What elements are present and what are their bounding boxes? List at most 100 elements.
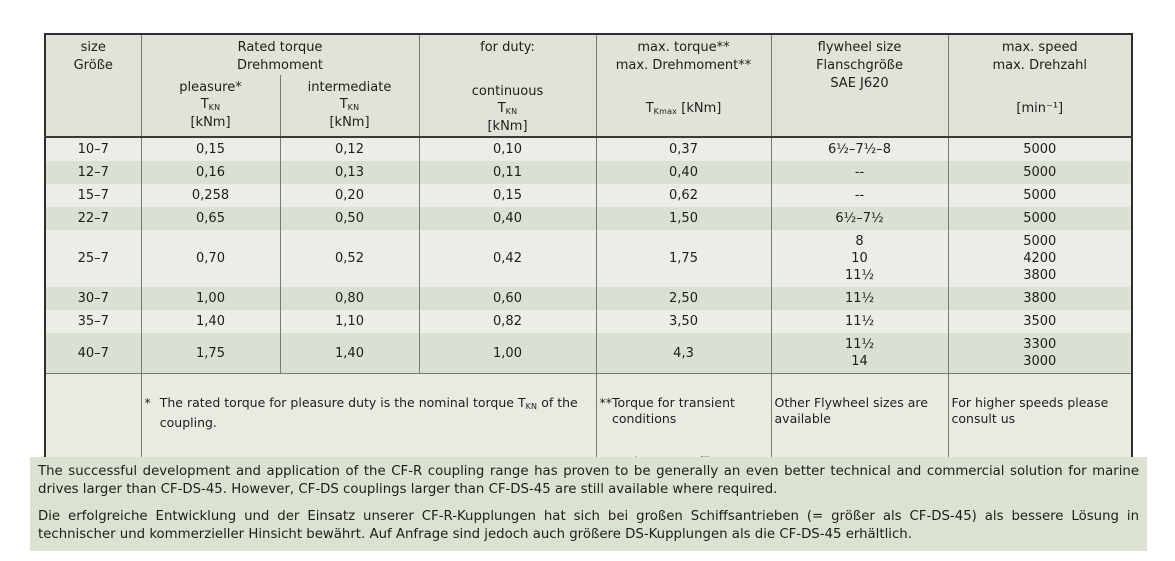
footnote-transient-en: ** Torque for transient conditions [599,395,735,426]
cell-continuous: 0,40 [418,207,597,230]
cell-pleasure: 0,258 [140,184,281,207]
spec-table-body: 10–7 0,15 0,12 0,10 0,37 6½–7½–8 5000 12–7 0,16 0… [44,137,1133,374]
cell-max-torque: 3,50 [595,310,772,333]
cell-flywheel: 6½–7½ [770,207,949,230]
col-header-rated-torque: Rated torque Drehmoment [140,34,420,75]
cell-max-torque: 0,40 [595,161,772,184]
cell-intermediate: 0,52 [279,230,420,287]
spec-row: 35–7 1,40 1,10 0,82 3,50 11½ 3500 [44,310,1133,333]
cell-size: 15–7 [44,184,142,207]
cell-max-torque: 2,50 [595,287,772,310]
cell-flywheel: 11½ 14 [770,333,949,374]
cell-pleasure: 1,75 [140,333,281,374]
col-header-max-torque: max. torque** max. Drehmoment** TKmax [k… [595,34,772,137]
cell-speed: 3300 3000 [947,333,1133,374]
cell-intermediate: 0,12 [279,137,420,161]
rated-label-de: Drehmoment [237,58,323,73]
col-header-continuous: for duty: continuous TKN [kNm] [418,34,597,137]
cell-intermediate: 0,80 [279,287,420,310]
cell-max-torque: 0,62 [595,184,772,207]
cell-speed: 5000 [947,161,1133,184]
cell-continuous: 0,15 [418,184,597,207]
intermediate-unit: [kNm] [329,115,370,130]
cell-intermediate: 0,20 [279,184,420,207]
spec-table-header: size Größe Rated torque Drehmoment for d… [44,34,1133,137]
cell-intermediate: 0,50 [279,207,420,230]
cell-max-torque: 0,37 [595,137,772,161]
col-header-flywheel: flywheel size Flanschgröße SAE J620 [770,34,949,137]
cell-continuous: 0,10 [418,137,597,161]
spec-row: 40–7 1,75 1,40 1,00 4,3 11½ 14 3300 3000 [44,333,1133,374]
cell-continuous: 0,42 [418,230,597,287]
footnote-speed-en: For higher speeds please consult us [951,395,1109,426]
cell-pleasure: 0,15 [140,137,281,161]
max-torque-label-de: max. Drehmoment** [615,58,752,73]
double-asterisk-marker: ** [599,395,613,410]
duty-symbol: TKN [497,101,518,116]
cell-size: 12–7 [44,161,142,184]
col-header-intermediate: intermediate TKN [kNm] [279,75,420,137]
note-paragraph-en: The successful development and applicati… [38,464,1139,497]
spec-row: 10–7 0,15 0,12 0,10 0,37 6½–7½–8 5000 [44,137,1133,161]
spec-row: 30–7 1,00 0,80 0,60 2,50 11½ 3800 [44,287,1133,310]
cell-size: 22–7 [44,207,142,230]
flywheel-label-de: Flanschgröße [816,58,903,73]
max-torque-label-en: max. torque** [637,40,730,55]
pleasure-unit: [kNm] [190,115,231,130]
footnote-pleasure-en: * The rated torque for pleasure duty is … [144,395,578,430]
cell-continuous: 0,60 [418,287,597,310]
cell-size: 10–7 [44,137,142,161]
cell-flywheel: -- [770,184,949,207]
speed-label-en: max. speed [1001,40,1078,55]
flywheel-standard: SAE J620 [830,76,889,91]
col-header-size: size Größe [44,34,142,137]
size-label-de: Größe [73,58,113,73]
spec-row: 22–7 0,65 0,50 0,40 1,50 6½–7½ 5000 [44,207,1133,230]
cell-intermediate: 1,10 [279,310,420,333]
cell-pleasure: 0,16 [140,161,281,184]
col-header-speed: max. speed max. Drehzahl [min⁻¹] [947,34,1133,137]
cell-speed: 3500 [947,310,1133,333]
cell-speed: 3800 [947,287,1133,310]
cell-continuous: 0,11 [418,161,597,184]
spec-row: 15–7 0,258 0,20 0,15 0,62 -- 5000 [44,184,1133,207]
col-header-pleasure: pleasure* TKN [kNm] [140,75,281,137]
cell-pleasure: 0,70 [140,230,281,287]
intermediate-symbol: TKN [339,97,360,112]
note-paragraph-de: Die erfolgreiche Entwicklung und der Ein… [38,509,1139,542]
cell-continuous: 1,00 [418,333,597,374]
cell-max-torque: 4,3 [595,333,772,374]
cell-flywheel: 11½ [770,310,949,333]
speed-unit: [min⁻¹] [1016,101,1064,116]
cell-continuous: 0,82 [418,310,597,333]
cell-flywheel: 6½–7½–8 [770,137,949,161]
spec-row: 12–7 0,16 0,13 0,11 0,40 -- 5000 [44,161,1133,184]
duty-unit: [kNm] [487,119,528,134]
cell-max-torque: 1,50 [595,207,772,230]
flywheel-label-en: flywheel size [817,40,902,55]
cell-intermediate: 1,40 [279,333,420,374]
pleasure-symbol: TKN [200,97,221,112]
notes-block: The successful development and applicati… [30,457,1147,551]
cell-speed: 5000 [947,184,1133,207]
cell-max-torque: 1,75 [595,230,772,287]
duty-title: for duty: [480,40,535,55]
size-label-en: size [80,40,106,55]
cell-intermediate: 0,13 [279,161,420,184]
rated-label-en: Rated torque [237,40,323,55]
cell-size: 40–7 [44,333,142,374]
cell-pleasure: 1,40 [140,310,281,333]
cell-speed: 5000 [947,137,1133,161]
speed-label-de: max. Drehzahl [992,58,1088,73]
asterisk-marker: * [144,395,151,410]
cell-pleasure: 0,65 [140,207,281,230]
cell-flywheel: 8 10 11½ [770,230,949,287]
footnote-flywheel-en: Other Flywheel sizes are available [774,395,928,426]
cell-flywheel: 11½ [770,287,949,310]
intermediate-label: intermediate [307,80,392,95]
pleasure-label: pleasure* [179,80,242,95]
cell-speed: 5000 4200 3800 [947,230,1133,287]
cell-speed: 5000 [947,207,1133,230]
spec-table: size Größe Rated torque Drehmoment for d… [44,33,1134,518]
